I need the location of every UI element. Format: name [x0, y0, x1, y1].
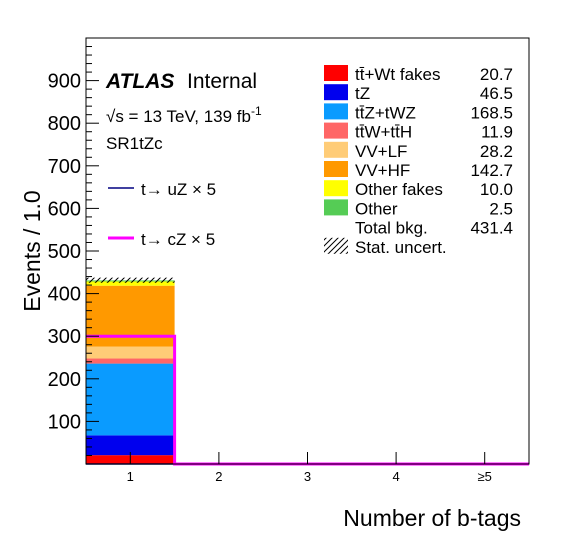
legend-swatch-3 [324, 122, 348, 139]
legend-swatch-7 [324, 199, 348, 216]
y-tick-label: 100 [48, 411, 81, 433]
x-tick-label: 2 [215, 469, 222, 484]
legend-yield-1: 46.5 [480, 84, 513, 103]
legend-label-7: Other [355, 199, 398, 218]
uncertainty-band-0 [86, 277, 175, 283]
lumi-exponent: -1 [251, 104, 262, 118]
signal-legend: t→ uZ × 5 t→ cZ × 5 [108, 180, 216, 249]
legend-uncert-label: Stat. uncert. [355, 238, 447, 257]
y-tick-label: 200 [48, 369, 81, 391]
bar-segment-6-0 [86, 281, 175, 286]
legend-total-label: Total bkg. [355, 219, 428, 238]
stacked-bars [86, 280, 175, 464]
legend-label-1: tZ [355, 84, 370, 103]
atlas-text: ATLAS [105, 70, 174, 93]
background-legend: tt̄+Wt fakes 20.7 tZ 46.5 tt̄Z+tWZ 168.5 tt̄W+… [324, 65, 513, 257]
legend-swatch-1 [324, 84, 348, 101]
legend-label-4: VV+LF [355, 142, 407, 161]
legend-yield-2: 168.5 [470, 103, 513, 122]
bar-segment-2-0 [86, 363, 175, 436]
x-tick-label: 1 [127, 469, 134, 484]
x-tick-label: 3 [304, 469, 311, 484]
region-label: SR1tZc [106, 134, 163, 153]
y-tick-label: 300 [48, 326, 81, 348]
legend-swatch-6 [324, 180, 348, 197]
legend-swatch-5 [324, 161, 348, 177]
atlas-label: ATLAS Internal [105, 70, 257, 93]
legend-yield-5: 142.7 [470, 161, 513, 180]
legend-label-2: tt̄Z+tWZ [355, 103, 416, 122]
uncertainty-band [86, 277, 175, 283]
internal-text: Internal [187, 70, 257, 93]
x-tick-label: ≥5 [478, 469, 492, 484]
signal-legend-label-1: t→ cZ × 5 [141, 230, 215, 249]
legend-yield-3: 11.9 [481, 123, 513, 142]
y-tick-label: 800 [48, 113, 81, 135]
x-tick-label: 4 [392, 469, 399, 484]
legend-swatch-4 [324, 141, 348, 158]
y-tick-label: 600 [48, 198, 81, 220]
legend-total-yield: 431.4 [470, 219, 513, 238]
legend-uncert-swatch [324, 237, 348, 254]
energy-lumi-label: √s = 13 TeV, 139 fb-1 [106, 104, 262, 126]
bar-segment-3-0 [86, 358, 175, 364]
legend-swatch-2 [324, 103, 348, 120]
legend-label-0: tt̄+Wt fakes [355, 65, 441, 84]
legend-label-5: VV+HF [355, 161, 410, 180]
y-tick-label: 500 [48, 241, 81, 263]
bar-segment-4-0 [86, 346, 175, 359]
legend-swatch-0 [324, 65, 348, 81]
legend-label-6: Other fakes [355, 180, 443, 199]
legend-yield-4: 28.2 [480, 142, 513, 161]
y-axis-label: Events / 1.0 [19, 190, 45, 311]
y-tick-label: 900 [48, 71, 81, 93]
y-tick-label: 700 [48, 156, 81, 178]
legend-label-3: tt̄W+tt̄H [355, 123, 412, 142]
legend-yield-6: 10.0 [480, 180, 513, 199]
bar-segment-1-0 [86, 435, 175, 456]
legend-yield-0: 20.7 [480, 65, 513, 84]
signal-legend-label-0: t→ uZ × 5 [141, 180, 216, 199]
x-axis-label: Number of b-tags [343, 505, 521, 531]
legend-yield-7: 2.5 [489, 199, 513, 218]
axes: 100 200 300 400 500 600 700 800 900 1 2 3 4 ≥5 [48, 46, 492, 484]
y-tick-label: 400 [48, 284, 81, 306]
